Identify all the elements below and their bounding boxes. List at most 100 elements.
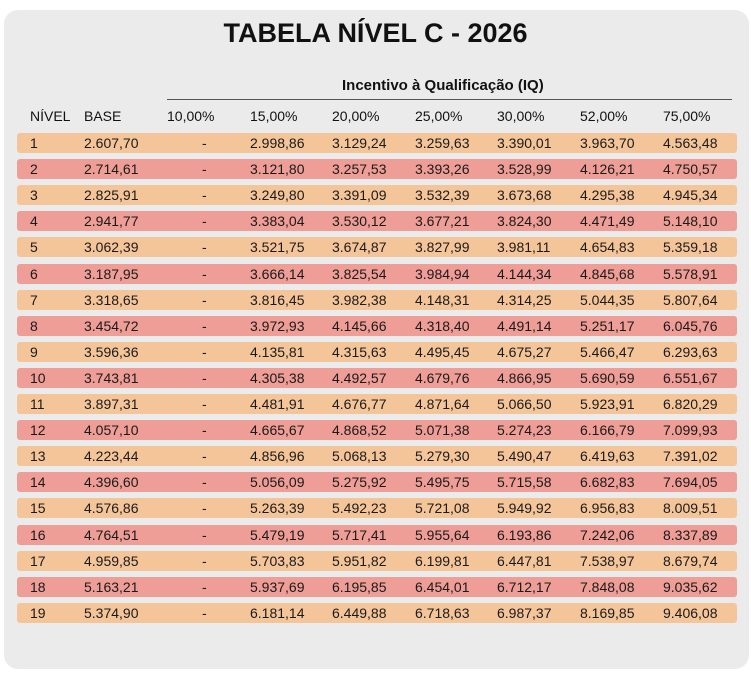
table-cell: 5.717,41 [332, 527, 387, 543]
table-cell: 4.576,86 [84, 500, 139, 516]
table-cell: - [202, 396, 207, 412]
table-cell: 4.126,21 [580, 161, 635, 177]
table-cell: 5.955,64 [415, 527, 470, 543]
table-row: 4 2.941,77 - 3.383,04 3.530,12 3.677,21 3.824,… [17, 211, 737, 231]
table-cell: 4.481,91 [250, 396, 305, 412]
table-cell: 5.937,69 [250, 579, 305, 595]
table-cell: 4.868,52 [332, 422, 387, 438]
table-cell: 5.479,19 [250, 527, 305, 543]
table-cell: 5.374,90 [84, 605, 139, 621]
table-cell: 7 [30, 292, 38, 308]
iq-group-divider [167, 99, 732, 100]
table-cell: 4.654,83 [580, 239, 635, 255]
table-cell: 2.825,91 [84, 187, 139, 203]
table-row: 11 3.897,31 - 4.481,91 4.676,77 4.871,64 5.066… [17, 394, 737, 414]
table-cell: - [202, 135, 207, 151]
table-cell: 6 [30, 266, 38, 282]
table-row: 10 3.743,81 - 4.305,38 4.492,57 4.679,76 4.866… [17, 368, 737, 388]
table-cell: 4.471,49 [580, 213, 635, 229]
table-cell: 8.169,85 [580, 605, 635, 621]
table-cell: 4.396,60 [84, 474, 139, 490]
table-cell: 5.721,08 [415, 500, 470, 516]
table-cell: - [202, 318, 207, 334]
table-cell: 6.195,85 [332, 579, 387, 595]
table-cell: 7.391,02 [663, 448, 718, 464]
table-cell: 5.279,30 [415, 448, 470, 464]
table-cell: 4.563,48 [663, 135, 718, 151]
table-cell: - [202, 605, 207, 621]
table-cell: 8.009,51 [663, 500, 718, 516]
table-cell: 3.129,24 [332, 135, 387, 151]
table-cell: 5.703,83 [250, 553, 305, 569]
column-header: 52,00% [580, 108, 628, 124]
table-cell: 5.466,47 [580, 344, 635, 360]
table-cell: 8.337,89 [663, 527, 718, 543]
table-cell: 6.682,83 [580, 474, 635, 490]
table-cell: - [202, 239, 207, 255]
table-cell: - [202, 344, 207, 360]
table-cell: 3.259,63 [415, 135, 470, 151]
table-cell: 4.295,38 [580, 187, 635, 203]
table-cell: 3.121,80 [250, 161, 305, 177]
table-cell: 6.956,83 [580, 500, 635, 516]
table-cell: 14 [30, 474, 46, 490]
table-cell: 5.163,21 [84, 579, 139, 595]
table-cell: 5.148,10 [663, 213, 718, 229]
table-cell: 4.750,57 [663, 161, 718, 177]
table-cell: 5.274,23 [497, 422, 552, 438]
table-row: 13 4.223,44 - 4.856,96 5.068,13 5.279,30 5.490… [17, 446, 737, 466]
table-cell: 7.099,93 [663, 422, 718, 438]
table-cell: 3.391,09 [332, 187, 387, 203]
table-cell: 3.528,99 [497, 161, 552, 177]
table-cell: - [202, 500, 207, 516]
table-cell: 5.807,64 [663, 292, 718, 308]
table-cell: 3.249,80 [250, 187, 305, 203]
column-header: BASE [84, 108, 122, 124]
table-cell: 3.981,11 [497, 239, 551, 255]
table-cell: 3.521,75 [250, 239, 305, 255]
page-title: TABELA NÍVEL C - 2026 [223, 18, 528, 48]
table-cell: 4.148,31 [415, 292, 470, 308]
table-cell: 5.044,35 [580, 292, 635, 308]
table-cell: 5.715,58 [497, 474, 552, 490]
table-cell: 5.056,09 [250, 474, 305, 490]
table-cell: 6.454,01 [415, 579, 470, 595]
table-row: 17 4.959,85 - 5.703,83 5.951,82 6.199,81 6.447… [17, 551, 737, 571]
table-cell: 5.951,82 [332, 553, 387, 569]
table-cell: 3.982,38 [332, 292, 387, 308]
table-cell: 4.144,34 [497, 266, 552, 282]
table-cell: 6.820,29 [663, 396, 718, 412]
table-row: 2 2.714,61 - 3.121,80 3.257,53 3.393,26 3.528,… [17, 159, 737, 179]
table-cell: 4.492,57 [332, 370, 387, 386]
table-cell: 5.275,92 [332, 474, 387, 490]
table-cell: 6.987,37 [497, 605, 552, 621]
table-cell: 3.897,31 [84, 396, 139, 412]
table-cell: 7.538,97 [580, 553, 635, 569]
table-cell: 2.607,70 [84, 135, 139, 151]
table-cell: 5.068,13 [332, 448, 387, 464]
table-cell: 3.677,21 [415, 213, 470, 229]
table-cell: 1 [30, 135, 38, 151]
table-cell: 3.318,65 [84, 292, 139, 308]
table-cell: 6.419,63 [580, 448, 635, 464]
table-cell: 18 [30, 579, 46, 595]
table-cell: 4.856,96 [250, 448, 305, 464]
table-cell: 4.871,64 [415, 396, 470, 412]
table-cell: 4.315,63 [332, 344, 387, 360]
table-cell: 5 [30, 239, 38, 255]
table-cell: 3.187,95 [84, 266, 139, 282]
table-cell: 19 [30, 605, 46, 621]
table-cell: 9.035,62 [663, 579, 718, 595]
column-header: 10,00% [167, 108, 215, 124]
table-row: 5 3.062,39 - 3.521,75 3.674,87 3.827,99 3.981,… [17, 237, 737, 257]
table-cell: 3.972,93 [250, 318, 305, 334]
table-cell: 8.679,74 [663, 553, 718, 569]
table-cell: 6.193,86 [497, 527, 552, 543]
table-cell: - [202, 187, 207, 203]
table-cell: 5.263,39 [250, 500, 305, 516]
table-cell: 3.393,26 [415, 161, 470, 177]
table-cell: 13 [30, 448, 46, 464]
table-cell: 3.827,99 [415, 239, 470, 255]
table-cell: 3.062,39 [84, 239, 139, 255]
table-row: 14 4.396,60 - 5.056,09 5.275,92 5.495,75 5.715… [17, 472, 737, 492]
